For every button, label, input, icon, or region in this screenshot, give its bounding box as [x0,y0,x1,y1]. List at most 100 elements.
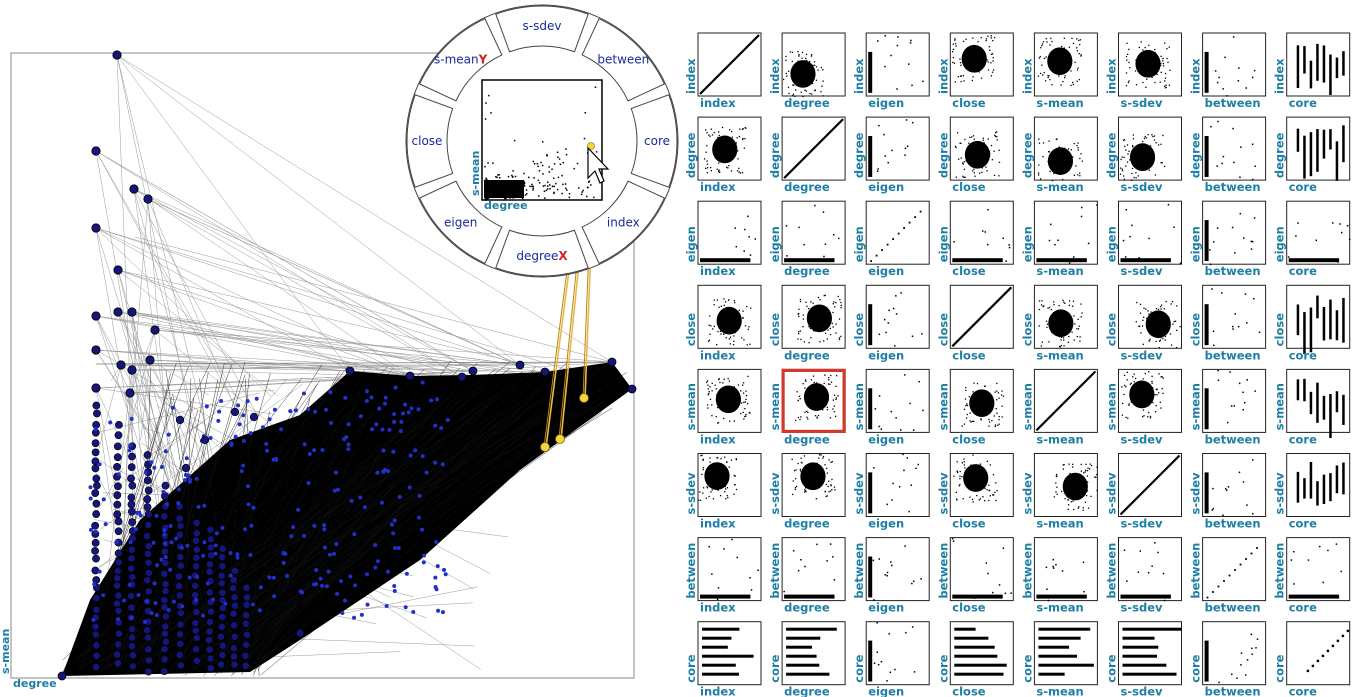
axis-selection-wheel[interactable]: s-sdev between core index degreeX eigen close s… [405,4,679,278]
cell-y-label: close [936,313,950,347]
wheel-segment-close[interactable]: close [406,94,454,188]
cell-y-label: index [768,58,782,94]
cell-x-label: s-sdev [1121,601,1163,615]
cell-x-label: s-sdev [1121,517,1163,531]
scatterplot-matrix[interactable]: indexindexdegreeindexeigenindexcloseinde… [684,32,1351,697]
cell-x-label: core [1289,432,1317,446]
wheel-segment-core[interactable]: core [630,94,678,188]
cell-y-label: degree [1273,132,1287,178]
wheel-segment-between[interactable]: between [581,17,666,102]
cell-x-label: s-mean [1036,432,1083,446]
cell-x-label: between [1205,432,1261,446]
cell-x-label: close [952,348,986,362]
cell-y-label: core [936,654,950,682]
cell-x-label: eigen [868,432,904,446]
cell-x-label: eigen [868,348,904,362]
wheel-segment-ssdev[interactable]: s-sdev [495,5,589,53]
cell-x-label: close [952,517,986,531]
main-scatterplot[interactable]: degree s-mean [0,50,637,690]
wheel-segment-eigen[interactable]: eigen [418,180,503,265]
cell-y-label: close [1105,313,1119,347]
wheel-segment-degree[interactable]: degreeX [495,229,589,277]
wheel-segment-label: eigen [444,215,477,229]
cell-y-label: s-mean [1105,383,1119,430]
wheel-segment-smean[interactable]: s-meanY [418,17,503,102]
cell-x-label: close [952,96,986,110]
wheel-segment-index[interactable]: index [581,180,666,265]
cell-y-label: between [936,543,950,599]
cell-y-label: s-sdev [684,472,698,514]
cell-y-label: core [1189,654,1203,682]
cell-x-label: degree [784,517,830,531]
cell-y-label: between [684,543,698,599]
cell-x-label: core [1289,601,1317,615]
cell-x-label: s-sdev [1121,348,1163,362]
cell-x-label: between [1205,96,1261,110]
